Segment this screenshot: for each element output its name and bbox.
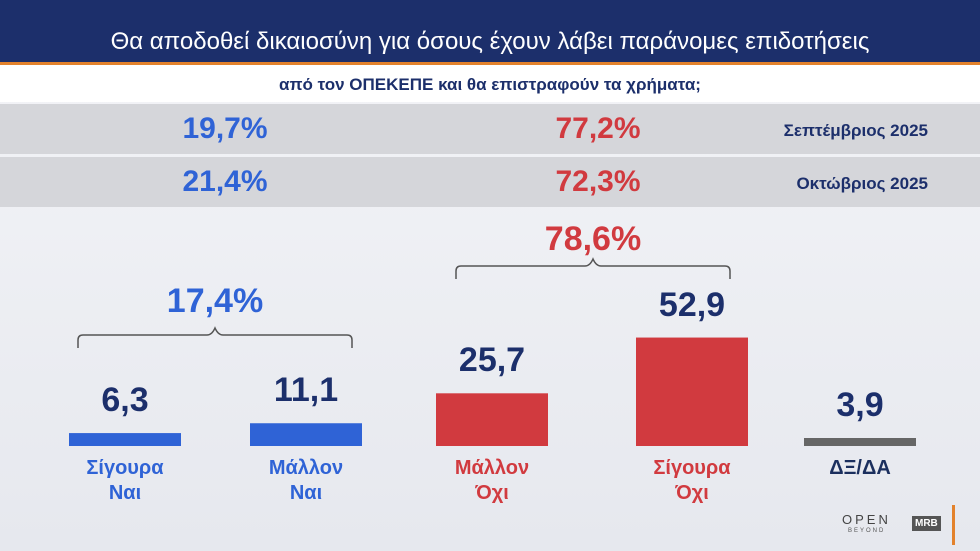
row-label: Σεπτέμβριος 2025 [783,121,928,140]
value-label: 25,7 [458,341,526,380]
group-total: 17,4% [166,282,264,320]
bar [804,438,916,446]
category-label: Μάλλον Όχι [454,457,530,504]
logo-mrb: MRB [912,516,941,531]
category-label: ΔΞ/ΔΑ [829,457,891,479]
bar [69,433,181,446]
header-band [0,0,980,65]
bar [436,393,548,446]
row-value: 19,7% [182,112,268,145]
bracket [77,326,353,348]
value-label: 11,1 [273,371,339,410]
accent-bar [952,505,955,545]
category-label: Σίγουρα Ναι [86,457,164,504]
chart-subtitle: από τον ΟΠΕΚΕΠΕ και θα επιστραφούν τα χρ… [279,75,701,94]
category-label: Σίγουρα Όχι [653,457,731,504]
subtitle-band [0,65,980,102]
row-value: 21,4% [182,165,268,198]
row-value: 77,2% [555,112,641,145]
chart-title: Θα αποδοθεί δικαιοσύνη για όσους έχουν λ… [110,28,870,55]
row-value: 72,3% [555,165,641,198]
group-total: 78,6% [544,220,642,258]
bar [250,423,362,446]
row-label: Οκτώβριος 2025 [796,174,928,193]
value-label: 52,9 [658,285,726,324]
row-band [0,104,980,154]
bar [636,337,748,446]
logo-open: OPEN [842,512,891,527]
value-label: 3,9 [836,386,884,424]
value-label: 6,3 [101,381,149,420]
logo-open-sub: BEYOND [848,528,886,534]
category-label: Μάλλον Ναι [268,457,344,504]
bracket [455,257,731,279]
row-band [0,157,980,207]
